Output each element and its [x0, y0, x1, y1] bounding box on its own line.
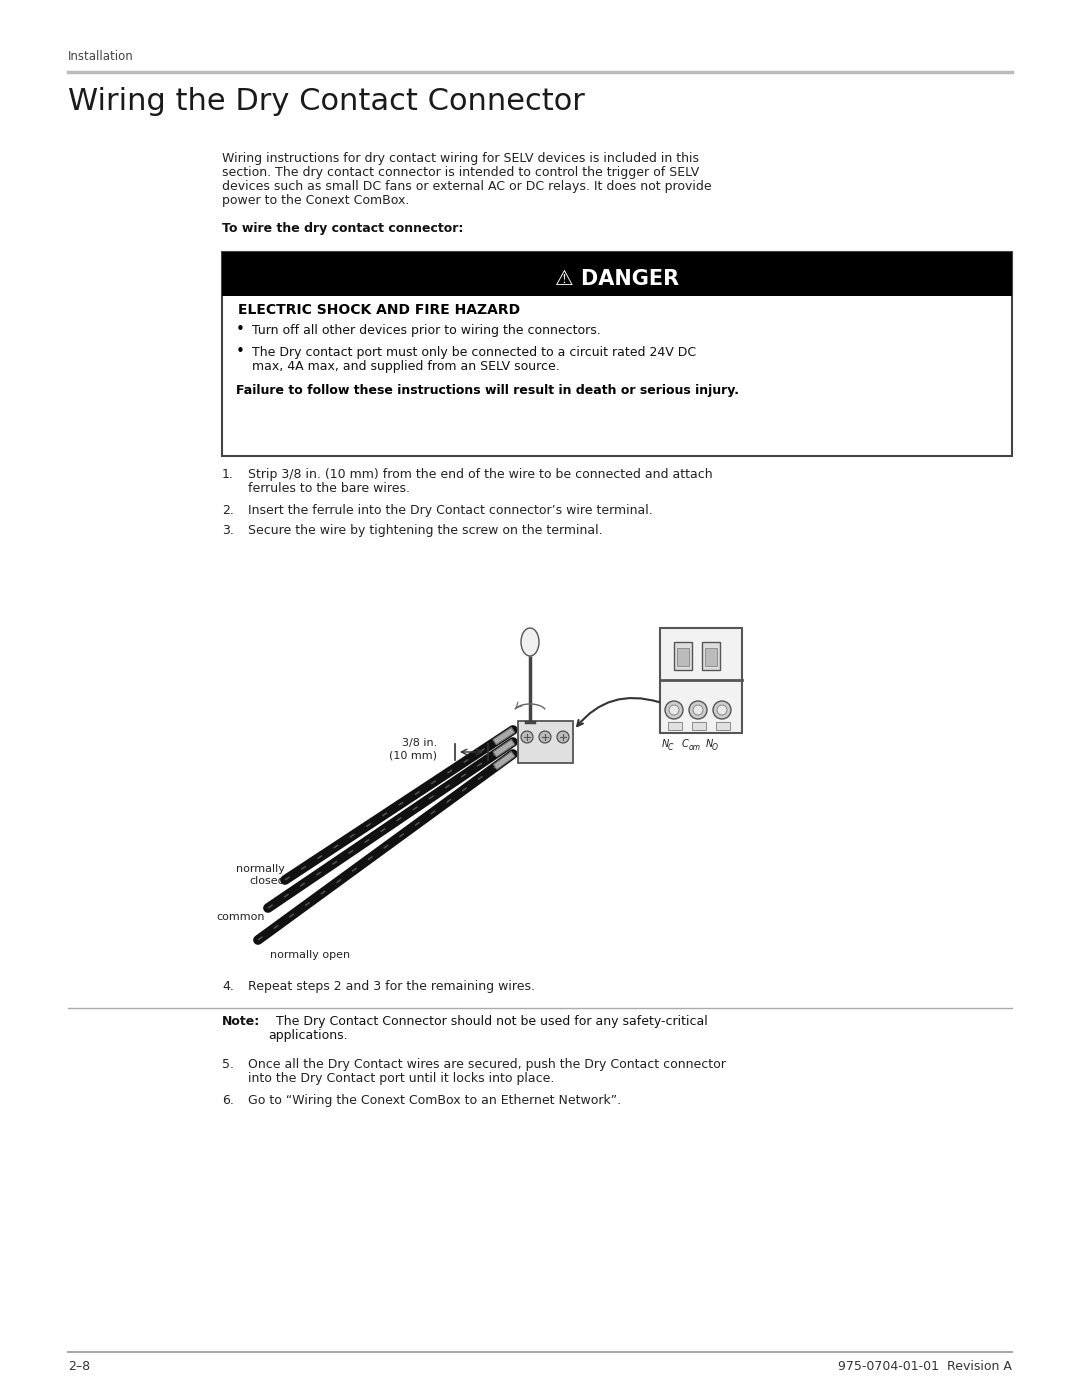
Text: Go to “Wiring the Conext ComBox to an Ethernet Network”.: Go to “Wiring the Conext ComBox to an Et…: [248, 1094, 621, 1106]
Text: 975-0704-01-01  Revision A: 975-0704-01-01 Revision A: [838, 1361, 1012, 1373]
Bar: [674, 643, 692, 671]
Text: 1.: 1.: [222, 468, 234, 481]
Text: normally: normally: [237, 863, 285, 875]
Text: Installation: Installation: [68, 50, 134, 63]
Text: (10 mm): (10 mm): [389, 752, 437, 761]
Text: common: common: [216, 912, 265, 922]
Ellipse shape: [521, 629, 539, 657]
Circle shape: [521, 731, 534, 743]
Text: devices such as small DC fans or external AC or DC relays. It does not provide: devices such as small DC fans or externa…: [222, 180, 712, 193]
Text: ⚠ DANGER: ⚠ DANGER: [555, 270, 679, 289]
Text: ferrules to the bare wires.: ferrules to the bare wires.: [248, 482, 410, 495]
Text: •: •: [237, 321, 245, 337]
Text: 3/8 in.: 3/8 in.: [402, 738, 437, 747]
Text: normally open: normally open: [270, 950, 350, 960]
Text: Once all the Dry Contact wires are secured, push the Dry Contact connector: Once all the Dry Contact wires are secur…: [248, 1058, 726, 1071]
Text: closed: closed: [249, 876, 285, 886]
Text: Insert the ferrule into the Dry Contact connector’s wire terminal.: Insert the ferrule into the Dry Contact …: [248, 504, 652, 517]
Polygon shape: [492, 728, 515, 745]
Text: power to the Conext ComBox.: power to the Conext ComBox.: [222, 194, 409, 207]
Text: Strip 3/8 in. (10 mm) from the end of the wire to be connected and attach: Strip 3/8 in. (10 mm) from the end of th…: [248, 468, 713, 481]
Text: Note:: Note:: [222, 1016, 260, 1028]
Text: Wiring the Dry Contact Connector: Wiring the Dry Contact Connector: [68, 87, 585, 116]
Text: •: •: [237, 344, 245, 359]
Text: C: C: [669, 743, 673, 752]
Text: The Dry Contact Connector should not be used for any safety-critical: The Dry Contact Connector should not be …: [268, 1016, 707, 1028]
Bar: [702, 643, 720, 671]
Circle shape: [713, 701, 731, 719]
Circle shape: [669, 705, 679, 715]
Text: Repeat steps 2 and 3 for the remaining wires.: Repeat steps 2 and 3 for the remaining w…: [248, 981, 535, 993]
Bar: [705, 648, 717, 666]
Bar: [518, 721, 573, 763]
Polygon shape: [494, 739, 515, 757]
Text: section. The dry contact connector is intended to control the trigger of SELV: section. The dry contact connector is in…: [222, 166, 699, 179]
Text: 2.: 2.: [222, 504, 234, 517]
Text: 3.: 3.: [222, 524, 234, 536]
Circle shape: [665, 701, 683, 719]
Bar: [222, 251, 1012, 455]
Text: 5.: 5.: [222, 1058, 234, 1071]
Text: C: C: [681, 739, 689, 749]
Bar: [660, 629, 742, 733]
Circle shape: [693, 705, 703, 715]
Text: max, 4A max, and supplied from an SELV source.: max, 4A max, and supplied from an SELV s…: [252, 360, 559, 373]
Text: To wire the dry contact connector:: To wire the dry contact connector:: [222, 222, 463, 235]
Circle shape: [539, 731, 551, 743]
Circle shape: [717, 705, 727, 715]
Text: O: O: [712, 743, 718, 752]
Bar: [669, 722, 681, 731]
Text: Failure to follow these instructions will result in death or serious injury.: Failure to follow these instructions wil…: [237, 384, 739, 397]
Text: Turn off all other devices prior to wiring the connectors.: Turn off all other devices prior to wiri…: [252, 324, 600, 337]
Bar: [716, 722, 730, 731]
Text: 6.: 6.: [222, 1094, 234, 1106]
Polygon shape: [494, 752, 515, 770]
Text: The Dry contact port must only be connected to a circuit rated 24V DC: The Dry contact port must only be connec…: [252, 346, 697, 359]
Bar: [677, 648, 689, 666]
Text: 2–8: 2–8: [68, 1361, 90, 1373]
Text: N: N: [662, 739, 670, 749]
Circle shape: [557, 731, 569, 743]
Text: applications.: applications.: [268, 1030, 348, 1042]
Text: Secure the wire by tightening the screw on the terminal.: Secure the wire by tightening the screw …: [248, 524, 603, 536]
Text: om: om: [689, 743, 701, 752]
Text: N: N: [706, 739, 713, 749]
Text: into the Dry Contact port until it locks into place.: into the Dry Contact port until it locks…: [248, 1071, 554, 1085]
Text: ELECTRIC SHOCK AND FIRE HAZARD: ELECTRIC SHOCK AND FIRE HAZARD: [238, 303, 521, 317]
Text: 4.: 4.: [222, 981, 234, 993]
Bar: [222, 251, 1012, 296]
Bar: [692, 722, 706, 731]
Text: Wiring instructions for dry contact wiring for SELV devices is included in this: Wiring instructions for dry contact wiri…: [222, 152, 699, 165]
Circle shape: [689, 701, 707, 719]
